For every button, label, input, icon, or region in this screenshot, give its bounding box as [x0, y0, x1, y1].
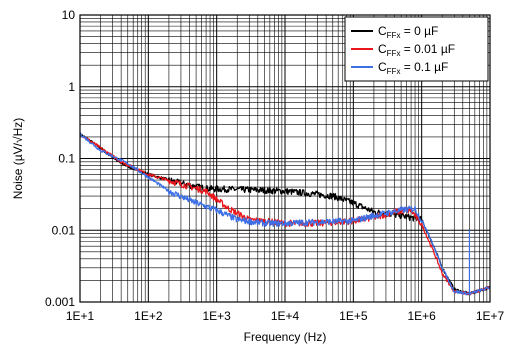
plot-frame [79, 14, 491, 303]
x-axis-label: Frequency (Hz) [244, 330, 327, 344]
x-tick-label: 1E+4 [271, 309, 300, 323]
legend: CFFx = 0 µF CFFx = 0.01 µF CFFx = 0.1 µF [344, 16, 489, 82]
series-layer [79, 132, 491, 296]
x-tick-label: 1E+5 [339, 309, 368, 323]
x-tick-label: 1E+3 [202, 309, 231, 323]
y-tick-label: 0.01 [52, 223, 76, 237]
legend-label: CFFx = 0 µF [378, 24, 438, 40]
legend-label: CFFx = 0.01 µF [378, 42, 455, 58]
y-tick-label: 0.001 [45, 295, 75, 309]
y-tick-labels: 0.001 0.01 0.1 1 10 [45, 8, 75, 309]
y-tick-label: 10 [62, 8, 76, 22]
x-tick-label: 1E+6 [407, 309, 436, 323]
y-tick-label: 0.1 [58, 152, 75, 166]
x-tick-labels: 1E+1 1E+2 1E+3 1E+4 1E+5 1E+6 1E+7 [66, 309, 505, 323]
y-tick-label: 1 [68, 80, 75, 94]
x-tick-label: 1E+1 [66, 309, 95, 323]
series-line [79, 132, 491, 296]
legend-label: CFFx = 0.1 µF [378, 60, 448, 76]
x-tick-label: 1E+7 [476, 309, 505, 323]
x-tick-label: 1E+2 [134, 309, 163, 323]
y-axis-label: Noise (µV/√Hz) [11, 118, 25, 200]
